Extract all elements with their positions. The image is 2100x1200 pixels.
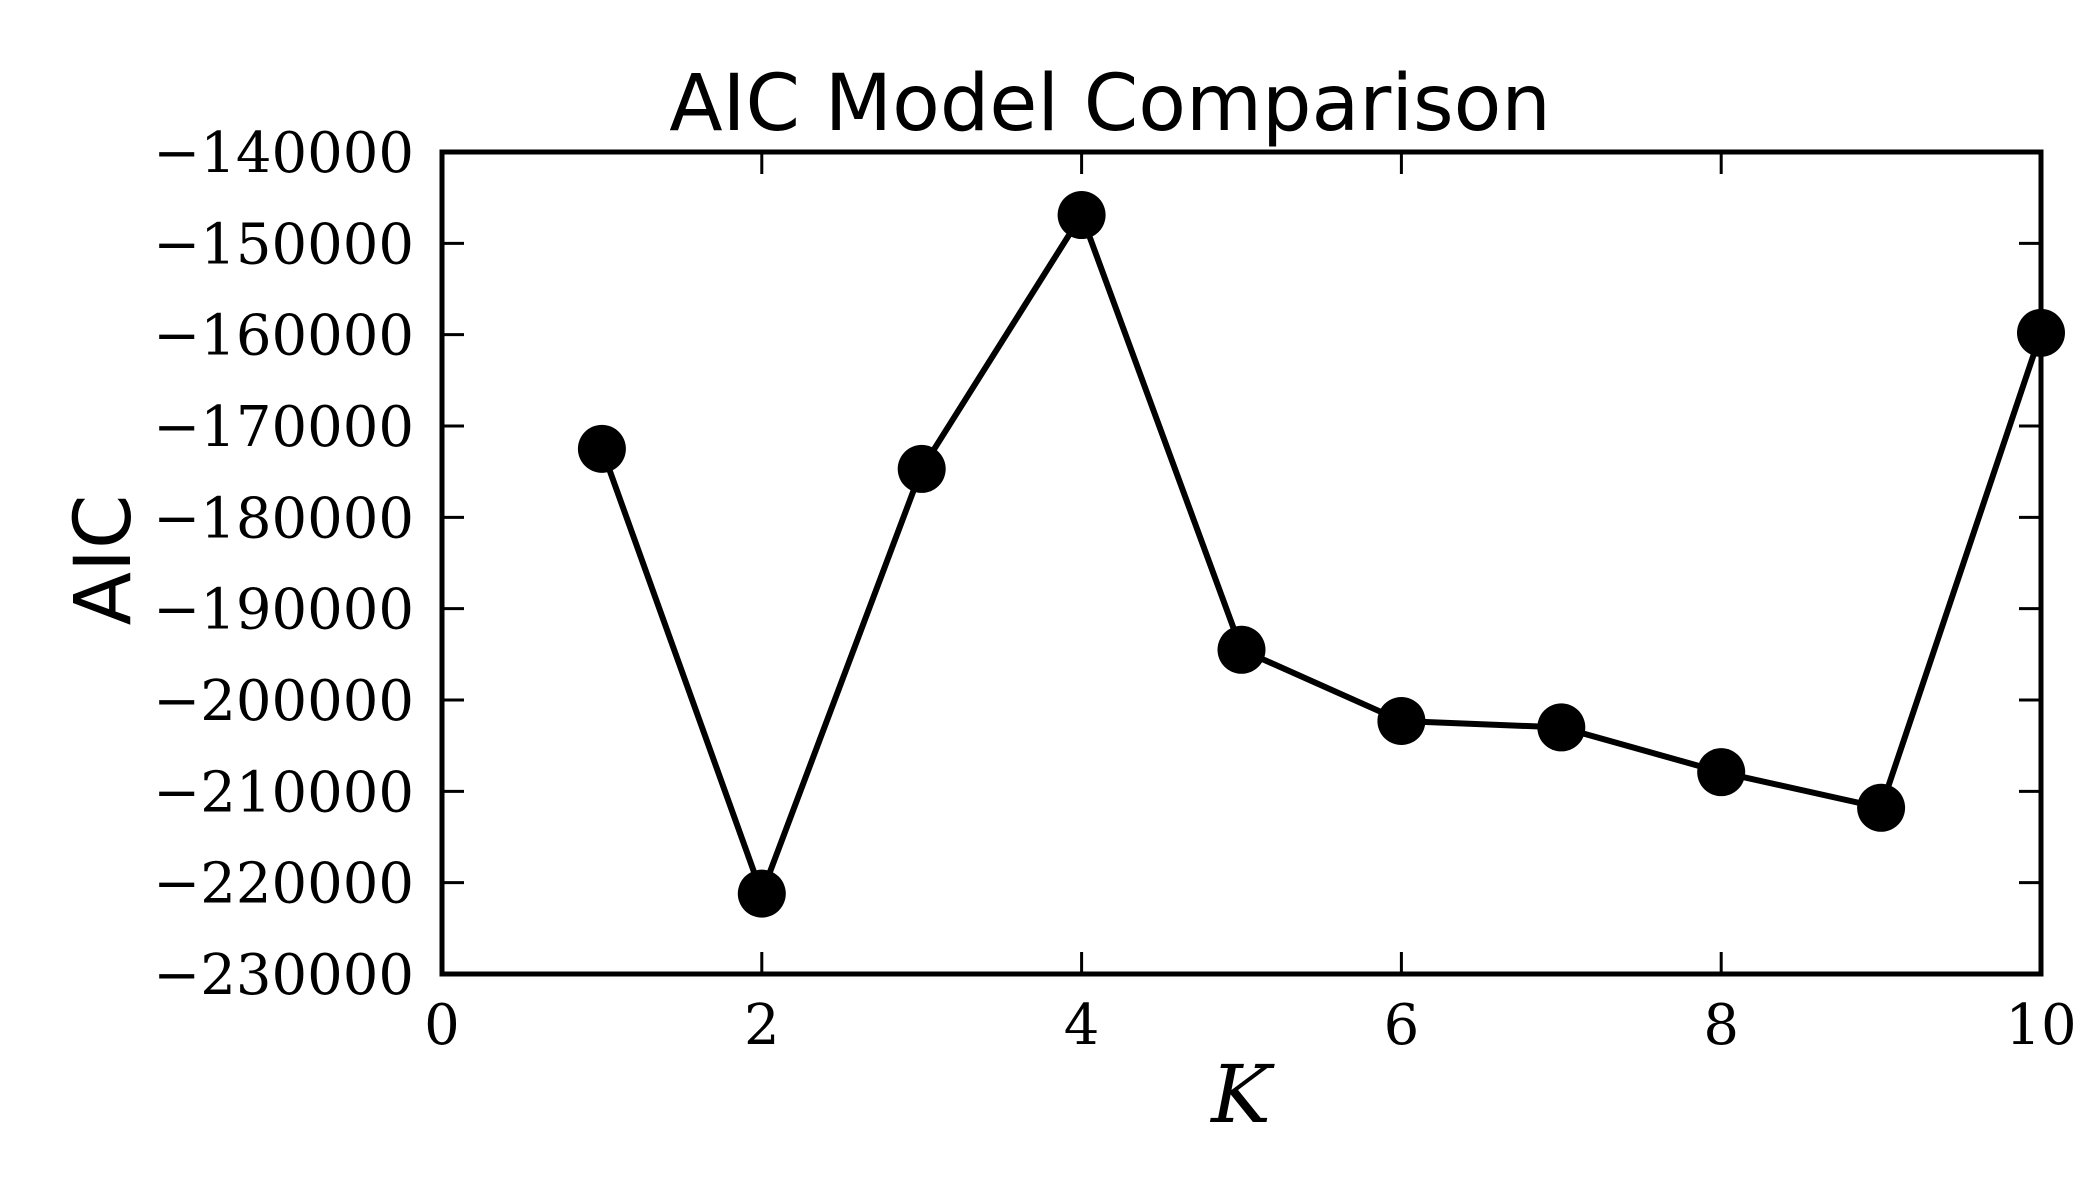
data-point [1857, 783, 1906, 832]
y-tick-label: −160000 [153, 304, 414, 369]
data-point [1217, 625, 1266, 674]
y-tick-label: −180000 [153, 486, 414, 551]
y-tick-label: −140000 [153, 121, 414, 186]
data-point [1697, 748, 1746, 797]
x-axis-label: K [1209, 1048, 1275, 1141]
x-tick-label: 2 [744, 993, 780, 1058]
x-tick-label: 6 [1384, 993, 1420, 1058]
y-axis-label: AIC [59, 495, 149, 626]
data-point [1057, 191, 1106, 240]
x-tick-group: 0 2 4 6 8 10 [424, 152, 2077, 1058]
data-point [897, 444, 946, 493]
data-point [1537, 703, 1586, 752]
x-tick-label: 8 [1703, 993, 1739, 1058]
x-tick-label: 4 [1064, 993, 1100, 1058]
plot-frame [439, 149, 2044, 977]
y-tick-label: −190000 [153, 578, 414, 643]
series-line [599, 208, 2044, 903]
data-point [1377, 697, 1426, 746]
x-tick-label: 10 [2005, 993, 2076, 1058]
y-tick-label: −200000 [153, 669, 414, 734]
y-tick-label: −230000 [153, 943, 414, 1008]
y-tick-label: −170000 [153, 395, 414, 460]
y-tick-group: −140000 −150000 −160000 −170000 −180000 −1900… [153, 121, 2041, 1008]
y-tick-label: −220000 [153, 852, 414, 917]
series-group [577, 191, 2065, 918]
data-point [577, 424, 626, 473]
chart-title: AIC Model Comparison [669, 59, 1551, 149]
x-tick-label: 0 [424, 993, 460, 1058]
data-point [737, 869, 786, 918]
y-tick-label: −150000 [153, 212, 414, 277]
y-tick-label: −210000 [153, 760, 414, 825]
